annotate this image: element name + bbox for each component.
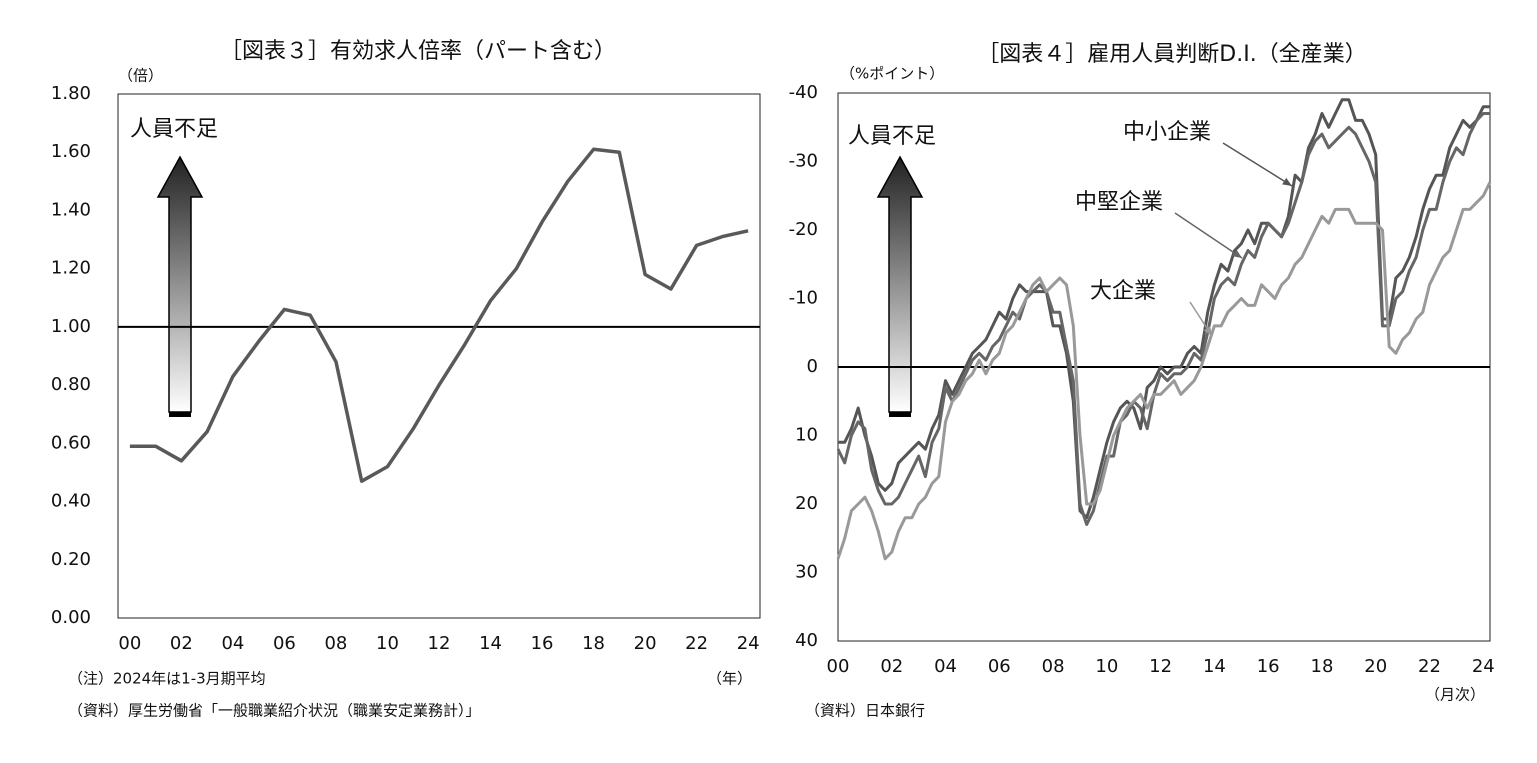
annotation: 人員不足 [130, 117, 218, 142]
y-tick-label: 0.20 [51, 549, 91, 570]
note: （資料）日本銀行 [805, 702, 925, 720]
label-pointer [1174, 212, 1243, 259]
x-tick-label: 04 [221, 633, 244, 654]
y-tick-label: -10 [789, 288, 818, 309]
x-tick-label: 06 [273, 633, 296, 654]
y-unit: （%ポイント） [840, 65, 944, 83]
y-tick-label: 0 [807, 356, 818, 377]
x-unit: （月次） [1425, 686, 1485, 704]
x-tick-label: 08 [1042, 656, 1065, 677]
x-tick-label: 12 [428, 633, 451, 654]
y-tick-label: 0.60 [51, 432, 91, 453]
x-tick-label: 16 [1257, 656, 1280, 677]
note: （注）2024年は1-3月期平均 [68, 670, 266, 688]
series-label: 中小企業 [1123, 120, 1211, 145]
x-tick-label: 02 [880, 656, 903, 677]
x-tick-label: 14 [1203, 656, 1226, 677]
x-tick-label: 02 [170, 633, 193, 654]
x-tick-label: 18 [582, 633, 605, 654]
x-tick-label: 16 [531, 633, 554, 654]
x-tick-label: 10 [376, 633, 399, 654]
x-tick-label: 00 [827, 656, 850, 677]
y-tick-label: 20 [795, 493, 818, 514]
y-tick-label: 1.00 [51, 316, 91, 337]
y-tick-label: 0.80 [51, 374, 91, 395]
x-tick-label: 12 [1149, 656, 1172, 677]
series-label: 中堅企業 [1075, 190, 1163, 215]
y-unit: （倍） [118, 67, 163, 85]
y-tick-label: 30 [795, 562, 818, 583]
x-tick-label: 00 [118, 633, 141, 654]
annotation: 人員不足 [848, 124, 936, 149]
y-tick-label: -30 [789, 151, 818, 172]
x-tick-label: 14 [479, 633, 502, 654]
arrow [156, 155, 204, 417]
label-arrowhead [1282, 177, 1292, 186]
label-pointer [1222, 142, 1293, 187]
label-arrowhead [1203, 326, 1212, 336]
y-tick-label: 0.00 [51, 607, 91, 628]
y-tick-label: 1.80 [51, 83, 91, 104]
series-line [836, 181, 1492, 561]
x-tick-label: 18 [1311, 656, 1334, 677]
x-tick-label: 08 [324, 633, 347, 654]
series-line [129, 147, 749, 483]
y-tick-label: 10 [795, 425, 818, 446]
series-line [836, 112, 1490, 526]
x-tick-label: 22 [1418, 656, 1441, 677]
y-tick-label: 1.40 [51, 199, 91, 220]
label-arrowhead [1232, 249, 1242, 258]
arrow [876, 155, 924, 417]
plot-frame [117, 93, 761, 619]
y-tick-label: 1.60 [51, 141, 91, 162]
chart-title: ［図表４］雇用人員判断D.I.（全産業） [977, 42, 1366, 67]
series-label: 大企業 [1090, 279, 1156, 304]
x-tick-label: 24 [1472, 656, 1495, 677]
x-tick-label: 20 [1364, 656, 1387, 677]
y-tick-label: 1.20 [51, 258, 91, 279]
x-tick-label: 24 [737, 633, 760, 654]
y-tick-label: 0.40 [51, 491, 91, 512]
y-tick-label: 40 [795, 630, 818, 651]
x-tick-label: 10 [1095, 656, 1118, 677]
chart-title: ［図表３］有効求人倍率（パート含む） [220, 39, 616, 64]
x-tick-label: 04 [934, 656, 957, 677]
x-tick-label: 20 [634, 633, 657, 654]
x-tick-label: 06 [988, 656, 1011, 677]
x-tick-label: 22 [685, 633, 708, 654]
x-unit: （年） [707, 670, 752, 688]
note: （資料）厚生労働省「一般職業紹介状況（職業安定業務計）」 [68, 702, 481, 720]
y-tick-label: -20 [789, 219, 818, 240]
y-tick-label: -40 [789, 82, 818, 103]
